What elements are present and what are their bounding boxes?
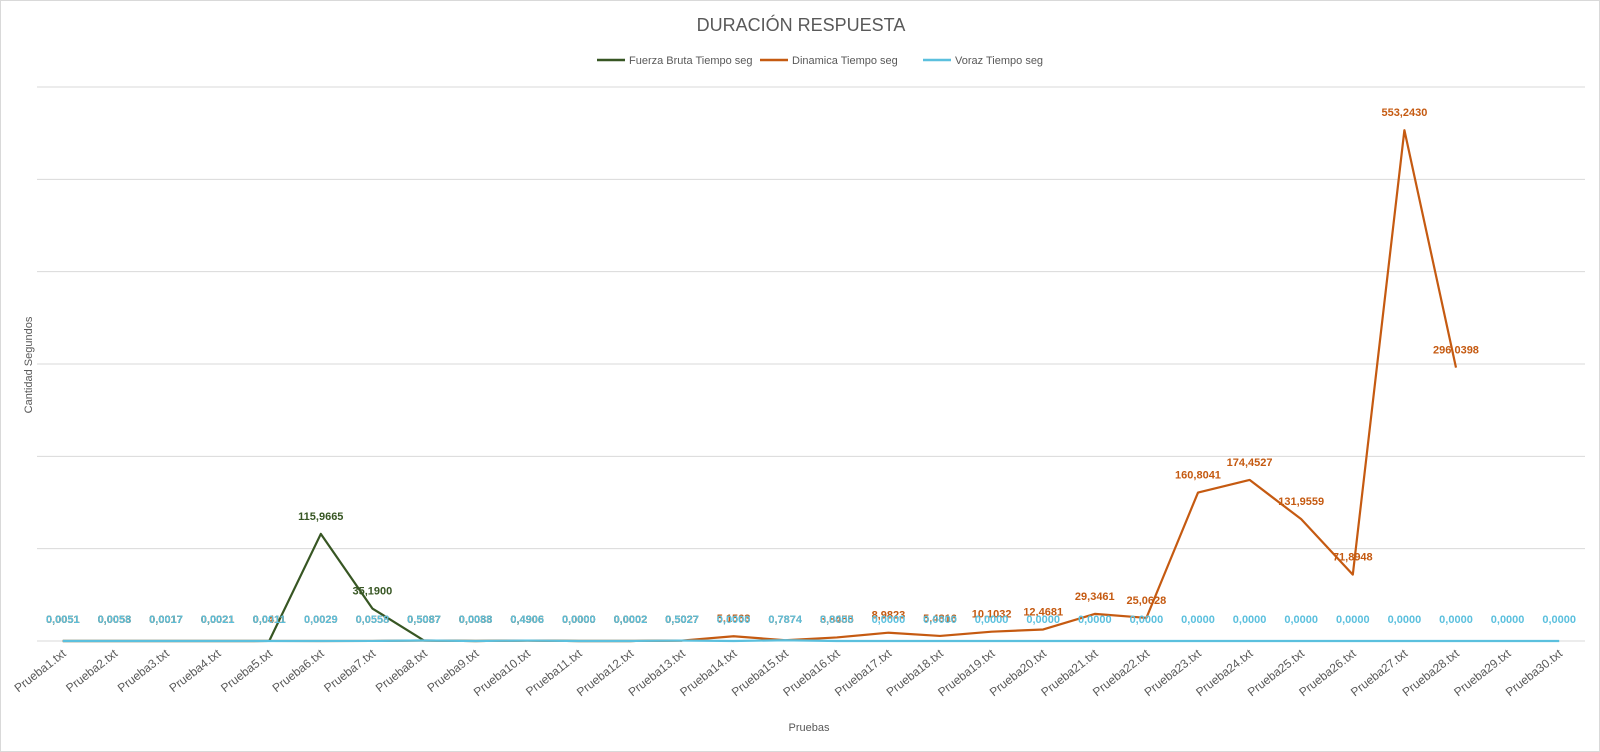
x-tick-label: Prueba30.txt [1503,646,1566,699]
data-label: 0,0000 [975,614,1009,626]
legend-label: Dinamica Tiempo seg [792,55,898,67]
data-label: 0,5087 [407,614,441,626]
data-label: 0,0411 [253,614,286,626]
data-label: 10,1032 [972,609,1012,621]
data-label: 0,5027 [665,614,699,626]
data-label: 553,2430 [1381,107,1427,119]
data-label: 0,0000 [1491,614,1525,626]
data-label: 0,0002 [614,614,648,626]
data-label: 35,1900 [353,586,393,598]
x-tick-label: Prueba2.txt [63,646,121,695]
x-axis-ticks: Prueba1.txtPrueba2.txtPrueba3.txtPrueba4… [12,646,1566,699]
x-tick-label: Prueba10.txt [471,646,534,699]
data-label: 0,0021 [201,614,235,626]
data-label: 0,0000 [1233,614,1267,626]
data-label: 0,0558 [356,614,390,626]
data-label: 5,1563 [717,613,751,625]
chart-title: DURACIÓN RESPUESTA [697,14,906,35]
data-label: 0,4906 [510,614,544,626]
data-label: 3,8455 [820,614,854,626]
data-label: 0,5087 [407,614,441,626]
x-tick-label: Prueba5.txt [218,646,276,695]
data-label: 8,9823 [872,610,906,622]
data-label: 0,0558 [356,614,390,626]
data-label: 0,0000 [562,614,596,626]
data-label: 0,0017 [149,614,183,626]
data-label: 0,0021 [201,614,235,626]
x-axis-title: Pruebas [789,722,830,734]
data-label: 0,0000 [562,614,596,626]
data-label: 0,0017 [149,614,183,626]
data-label: 0,0051 [46,614,80,626]
data-label: 0,0411 [253,614,286,626]
data-label: 0,4906 [510,614,544,626]
data-label: 296,0398 [1433,345,1479,357]
data-label: 0,7874 [768,614,803,626]
data-label: 0,0051 [46,614,80,626]
legend-label: Fuerza Bruta Tiempo seg [629,55,753,67]
y-axis-title: Cantidad Segundos [23,316,35,413]
data-labels: 0,0051 0,0053 0,0017 0,0021 0,0411 115,9665 35… [46,107,1576,626]
data-label: 0,0033 [459,614,493,626]
series-lines [62,129,1560,643]
data-label: 0,0000 [1439,614,1473,626]
data-label: 0,0053 [98,614,132,626]
data-label: 0,0021 [201,614,235,626]
data-label: 0,5027 [665,614,699,626]
data-label: 0,0002 [614,614,648,626]
x-tick-label: Prueba8.txt [373,646,431,695]
series-line [62,639,1560,643]
data-label: 0,0051 [46,614,80,626]
data-label: 0,5087 [407,614,441,626]
data-label: 0,0000 [820,614,854,626]
data-label: 0,0000 [1026,614,1060,626]
data-label: 174,4527 [1227,457,1273,469]
data-label: 115,9665 [298,511,343,523]
x-tick-label: Prueba1.txt [12,646,70,695]
data-label: 0,0058 [98,614,132,626]
x-tick-label: Prueba4.txt [166,646,224,695]
data-label: 0,0000 [562,614,596,626]
data-label: 0,0017 [149,614,183,626]
data-label: 71,8948 [1333,552,1373,564]
x-tick-label: Prueba6.txt [270,646,328,695]
data-label: 0,0002 [614,614,648,626]
data-label: 0,0000 [1130,614,1164,626]
data-label: 0,0000 [1542,614,1576,626]
data-label: 12,4681 [1023,606,1063,618]
legend: Fuerza Bruta Tiempo seg Dinamica Tiempo s… [597,55,1043,67]
data-label: 5,4816 [923,613,957,625]
data-label: 29,3461 [1075,591,1115,603]
legend-label: Voraz Tiempo seg [955,55,1043,67]
data-label: 0,0000 [1078,614,1112,626]
data-label: 0,0000 [923,614,957,626]
data-label: 0,0000 [717,614,751,626]
data-label: 0,0000 [1336,614,1370,626]
data-label: 0,5027 [665,614,699,626]
data-label: 0,0000 [1284,614,1318,626]
data-label: 160,8041 [1175,470,1221,482]
data-label: 0,0088 [459,614,493,626]
data-label: 0,0088 [459,614,493,626]
data-label: 0,0029 [304,614,338,626]
x-tick-label: Prueba3.txt [115,646,173,695]
data-label: 0,0029 [304,614,338,626]
data-label: 0,4906 [510,614,544,626]
data-label: 25,0628 [1127,595,1167,607]
data-label: 0,0000 [1181,614,1215,626]
data-label: 0,0058 [98,614,132,626]
data-label: 0,7874 [768,614,803,626]
x-tick-label: Prueba7.txt [321,646,379,695]
data-label: 0,0000 [1388,614,1422,626]
series-line [62,129,1458,643]
data-label: 131,9559 [1278,496,1324,508]
data-label: 0,0000 [872,614,906,626]
data-label: 0,0011 [253,614,286,626]
